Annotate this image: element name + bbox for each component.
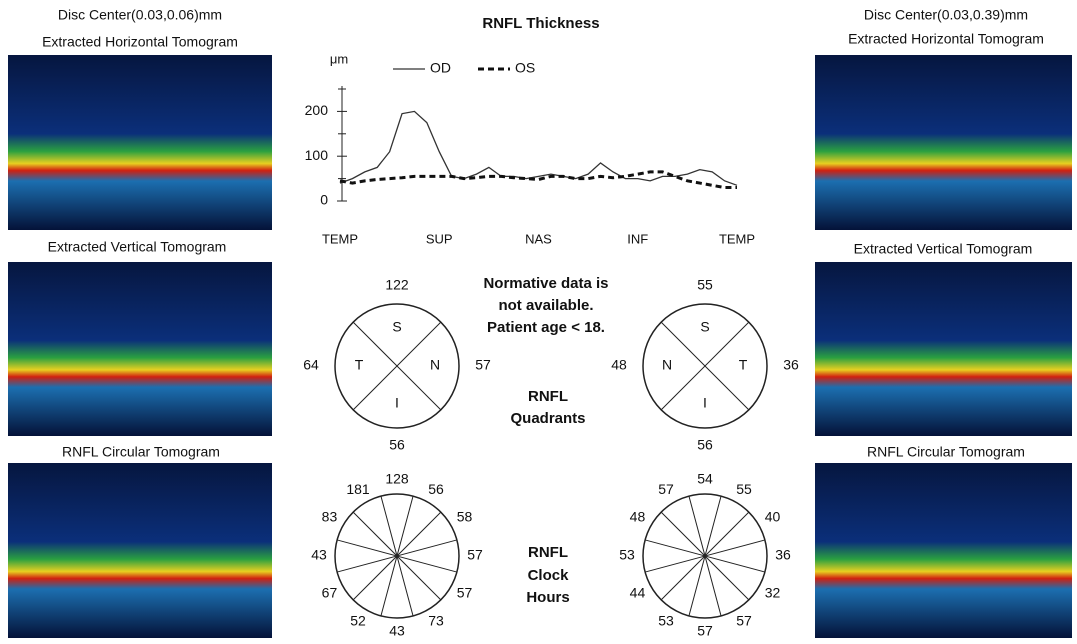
y-tick-label: 200: [305, 102, 329, 118]
clock-value: 52: [350, 613, 366, 629]
clock-circle: [642, 493, 768, 619]
tomogram-title: Extracted Horizontal Tomogram: [42, 34, 238, 50]
quadrant-divider: [660, 321, 750, 411]
x-tick-label: INF: [627, 231, 648, 246]
legend-label: OS: [515, 60, 535, 76]
quadrant-value: 48: [611, 357, 627, 373]
clock-value: 83: [322, 509, 338, 525]
y-tick-label: 0: [320, 192, 328, 208]
quadrant-letter: N: [430, 357, 440, 373]
quadrant-letter: T: [355, 357, 364, 373]
quadrant-value: 122: [385, 277, 409, 293]
tomogram-image: [8, 262, 272, 436]
tomogram-image: [8, 463, 272, 638]
tomogram-title: RNFL Circular Tomogram: [62, 444, 220, 460]
quadrant-circle: [334, 303, 460, 429]
right-panel: Disc Center(0.03,0.39)mm Extracted Horiz…: [815, 7, 1072, 638]
clock-divider: [380, 495, 414, 617]
clock-value: 128: [385, 471, 409, 487]
notice-line: Patient age < 18.: [487, 319, 605, 336]
x-tick-label: SUP: [426, 231, 453, 246]
clock-value: 48: [630, 509, 646, 525]
tomogram-image: [815, 463, 1072, 638]
tomogram-title: Extracted Vertical Tomogram: [854, 241, 1033, 257]
notice-line: not available.: [498, 297, 593, 314]
quadrant-value: 56: [389, 437, 405, 453]
clock-value: 44: [630, 585, 646, 601]
section-title: Quadrants: [510, 410, 585, 427]
clock-value: 73: [428, 613, 444, 629]
quadrant-letter: T: [739, 357, 748, 373]
series-line: [339, 110, 738, 186]
clock-value: 40: [765, 509, 781, 525]
quadrant-divider: [352, 321, 442, 411]
quadrant-letter: I: [395, 395, 399, 411]
disc-center: Disc Center(0.03,0.39)mm: [864, 7, 1028, 23]
quadrant-value: 36: [783, 357, 799, 373]
left-panel: Disc Center(0.03,0.06)mm Extracted Horiz…: [8, 7, 272, 638]
notice-line: Normative data is: [483, 275, 608, 292]
clock-value: 54: [697, 471, 713, 487]
clock-value: 58: [457, 509, 473, 525]
quadrant-value: 57: [475, 357, 491, 373]
clock-value: 55: [736, 481, 752, 497]
tomogram-title: Extracted Horizontal Tomogram: [848, 31, 1044, 47]
x-tick-label: TEMP: [322, 231, 358, 246]
quadrant-value: 56: [697, 437, 713, 453]
tomogram-image: [8, 55, 272, 230]
legend-label: OD: [430, 60, 451, 76]
quadrant-circle: [642, 303, 768, 429]
tomogram-title: RNFL Circular Tomogram: [867, 444, 1025, 460]
clock-value: 57: [467, 547, 483, 563]
clock-value: 43: [311, 547, 327, 563]
quadrant-value: 55: [697, 277, 713, 293]
clock-value: 57: [697, 623, 713, 639]
y-unit: μm: [330, 51, 348, 66]
clock-value: 57: [658, 481, 674, 497]
quadrant-letter: I: [703, 395, 707, 411]
y-tick-label: 100: [305, 147, 329, 163]
series-line: [339, 170, 737, 190]
quadrant-letter: S: [392, 319, 401, 335]
quadrant-letter: S: [700, 319, 709, 335]
section-title: RNFL: [528, 544, 568, 561]
clock-value: 57: [457, 585, 473, 601]
x-tick-label: TEMP: [719, 231, 755, 246]
section-title: Hours: [526, 589, 569, 606]
clock-value: 56: [428, 481, 444, 497]
tomogram-image: [815, 262, 1072, 436]
clock-value: 67: [322, 585, 338, 601]
notice: Normative data is not available. Patient…: [483, 275, 608, 606]
section-title: Clock: [528, 567, 570, 584]
clock-value: 43: [389, 623, 405, 639]
clock-value: 32: [765, 585, 781, 601]
clock-value: 57: [736, 613, 752, 629]
x-tick-label: NAS: [525, 231, 552, 246]
quadrant-letter: N: [662, 357, 672, 373]
chart-title: RNFL Thickness: [482, 15, 599, 32]
disc-center: Disc Center(0.03,0.06)mm: [58, 7, 222, 23]
tomogram-title: Extracted Vertical Tomogram: [48, 239, 227, 255]
quadrant-value: 64: [303, 357, 319, 373]
clock-value: 181: [346, 481, 370, 497]
clock-circle: [334, 493, 460, 619]
clock-divider: [688, 495, 722, 617]
clock-value: 53: [619, 547, 635, 563]
section-title: RNFL: [528, 388, 568, 405]
tomogram-image: [815, 55, 1072, 230]
clock-value: 36: [775, 547, 791, 563]
clock-value: 53: [658, 613, 674, 629]
